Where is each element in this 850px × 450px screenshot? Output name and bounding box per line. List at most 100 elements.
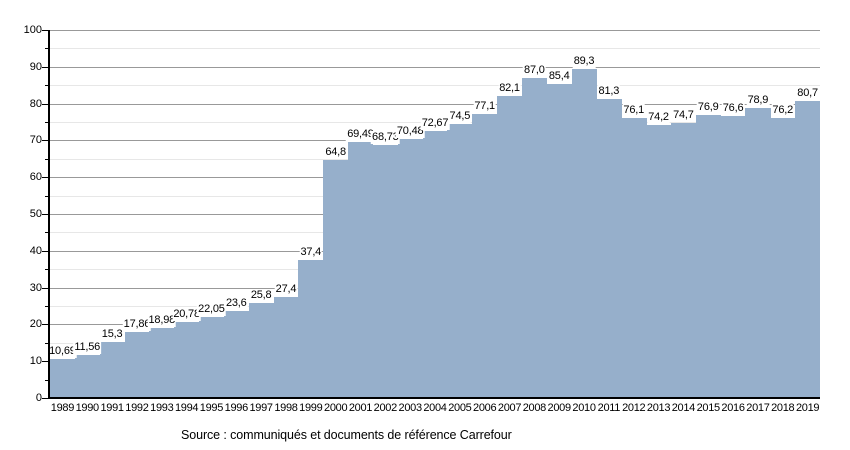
bar-value-label: 25,8 — [249, 289, 273, 303]
y-major-tick — [42, 140, 49, 142]
y-tick-label: 100 — [23, 24, 42, 36]
y-tick-label: 90 — [29, 60, 42, 73]
bar-2001 — [348, 142, 374, 398]
bar-2009 — [546, 83, 573, 398]
y-major-tick — [42, 250, 49, 252]
major-gridline — [50, 66, 820, 68]
x-tick-label: 2007 — [497, 402, 522, 414]
x-tick-label: 1991 — [100, 402, 124, 414]
bar-2018 — [770, 117, 796, 398]
x-tick-label: 2011 — [597, 402, 621, 414]
bar-value-label: 22,05 — [197, 302, 226, 316]
x-tick-label: 2016 — [721, 402, 745, 414]
y-axis-line — [48, 30, 50, 399]
y-major-tick — [42, 103, 49, 105]
y-minor-tick — [45, 232, 49, 234]
bar-value-label: 82,1 — [498, 81, 521, 95]
x-tick-label: 1990 — [75, 402, 100, 414]
y-tick-label: 80 — [29, 97, 42, 110]
x-tick-label: 1993 — [150, 402, 174, 414]
x-tick-label: 2014 — [671, 402, 696, 414]
x-tick-label: 2017 — [746, 402, 770, 414]
bar-2006 — [472, 114, 498, 398]
bar-2004 — [422, 130, 448, 398]
bar-value-label: 27,4 — [274, 283, 298, 297]
bar-2010 — [571, 69, 597, 398]
bar-value-label: 74,7 — [672, 109, 695, 123]
bar-value-label: 10,69 — [48, 344, 77, 358]
bar-value-label: 80,7 — [796, 87, 819, 101]
y-minor-tick — [45, 269, 49, 271]
bar-2011 — [596, 98, 622, 398]
bar-value-label: 77,1 — [473, 100, 496, 114]
y-minor-tick — [45, 195, 49, 197]
y-tick-label: 50 — [29, 208, 42, 220]
y-minor-tick — [45, 158, 49, 160]
bar-1991 — [99, 341, 125, 398]
bar-value-label: 11,56 — [73, 341, 102, 355]
bar-value-label: 68,73 — [371, 131, 400, 145]
bar-value-label: 76,1 — [622, 103, 646, 117]
bar-value-label: 78,9 — [746, 93, 770, 107]
x-axis-line — [48, 397, 820, 399]
y-minor-tick — [45, 306, 49, 307]
y-tick-label: 60 — [29, 171, 42, 184]
bar-2000 — [323, 159, 349, 398]
bar-value-label: 76,9 — [696, 101, 720, 115]
bar-2007 — [497, 95, 523, 398]
bar-2005 — [447, 123, 473, 398]
bar-value-label: 64,8 — [324, 145, 347, 159]
bar-value-label: 74,5 — [448, 109, 472, 123]
y-minor-tick — [45, 85, 49, 87]
y-major-tick — [42, 324, 49, 326]
bar-1998 — [273, 297, 299, 398]
x-tick-label: 1989 — [50, 402, 75, 414]
x-tick-label: 1995 — [199, 402, 224, 414]
bar-value-label: 23,6 — [224, 297, 248, 311]
y-tick-label: 0 — [35, 392, 42, 404]
bar-2002 — [372, 145, 399, 398]
bar-2014 — [670, 123, 697, 398]
bar-value-label: 37,4 — [299, 246, 323, 260]
y-tick-label: 70 — [29, 134, 42, 147]
y-major-tick — [42, 214, 49, 215]
x-tick-label: 2018 — [771, 402, 795, 414]
y-tick-label: 40 — [29, 244, 42, 257]
source-caption: Source : communiqués et documents de réf… — [181, 428, 512, 442]
bar-value-label: 89,3 — [572, 55, 596, 69]
bar-2003 — [397, 138, 424, 398]
x-tick-label: 2005 — [448, 402, 472, 414]
bar-1990 — [74, 355, 101, 398]
y-tick-label: 10 — [29, 355, 42, 368]
x-tick-label: 2008 — [522, 402, 547, 414]
minor-gridline — [50, 48, 820, 50]
bar-1995 — [199, 316, 225, 398]
bar-value-label: 85,4 — [547, 69, 571, 83]
x-tick-label: 2019 — [795, 402, 820, 414]
y-tick-label: 20 — [29, 318, 42, 331]
bar-2012 — [621, 117, 647, 398]
bar-value-label: 81,3 — [597, 84, 621, 98]
y-major-tick — [42, 398, 49, 399]
bar-value-label: 17,86 — [122, 318, 152, 332]
bar-2013 — [646, 124, 672, 398]
plot-area: 10,69 11,56 15,3 17,86 18,98 20,78 22,05 23,6 25… — [48, 30, 821, 398]
x-tick-label: 1998 — [274, 402, 298, 414]
bar-2017 — [745, 107, 771, 398]
bar-1992 — [124, 332, 150, 398]
bar-1997 — [248, 303, 275, 398]
bar-value-label: 69,49 — [346, 128, 375, 142]
y-tick-label: 30 — [29, 281, 42, 294]
bar-value-label: 72,67 — [420, 116, 450, 130]
bar-2008 — [521, 77, 548, 398]
y-major-tick — [42, 361, 49, 363]
x-tick-label: 2002 — [373, 402, 398, 414]
y-minor-tick — [45, 379, 49, 381]
x-tick-label: 2000 — [324, 402, 348, 414]
y-major-tick — [42, 287, 49, 289]
x-tick-label: 2003 — [398, 402, 423, 414]
y-minor-tick — [45, 48, 49, 50]
y-major-tick — [42, 30, 49, 31]
bar-2015 — [695, 115, 722, 398]
